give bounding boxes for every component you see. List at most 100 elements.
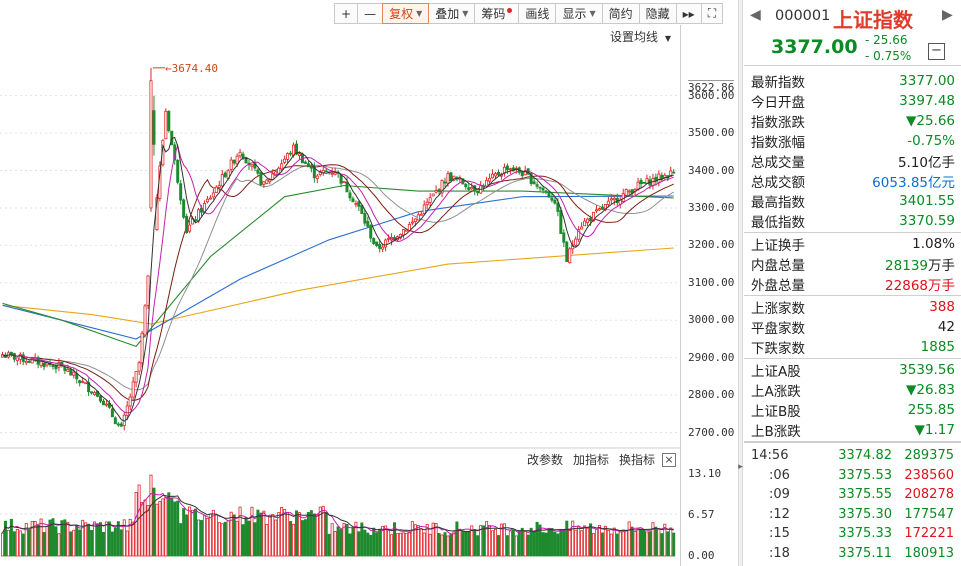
quote-row: 上A涨跌 ▼26.83 — [744, 380, 961, 400]
candle-body — [63, 366, 67, 371]
quote-label: 上A涨跌 — [751, 384, 801, 400]
candle-body — [464, 183, 468, 188]
quote-row: 总成交额 6053.85亿元 — [744, 171, 961, 191]
volume-bar — [149, 474, 153, 557]
candle-body — [592, 211, 596, 222]
volume-bar — [547, 528, 551, 557]
modify-params-button[interactable]: 改参数 — [527, 453, 564, 467]
quote-label: 指数涨跌 — [751, 115, 805, 131]
toolbar-button-8[interactable]: 隐藏 — [638, 3, 677, 24]
volume-bar — [54, 526, 58, 557]
price-tick-label: 3300.00 — [688, 200, 735, 214]
candle-body — [24, 361, 28, 364]
ma-setting-dropdown[interactable]: 设置均线 ▼ — [610, 28, 671, 45]
close-indicator-icon[interactable]: × — [662, 453, 676, 467]
candle-body — [556, 202, 560, 212]
candle-body — [15, 357, 19, 361]
toolbar-button-10[interactable]: ⛶ — [700, 3, 724, 24]
chart-toolbar: + — 复权 ▼ 叠加 ▼ 筹码 画线 显示 ▼ 简约 隐藏 ▸▸ ⛶ — [334, 3, 724, 24]
volume-bar — [220, 523, 224, 557]
volume-bar — [167, 492, 171, 557]
candle-body — [143, 305, 147, 336]
tick-price: 3374.82 — [838, 448, 892, 464]
toolbar-button-3[interactable]: 叠加 ▼ — [428, 3, 476, 24]
volume-bar — [176, 500, 180, 557]
quote-row: 平盘家数 42 — [744, 317, 961, 337]
volume-bar — [256, 509, 260, 557]
volume-bar — [226, 520, 230, 557]
candle-body — [496, 171, 500, 176]
volume-bar — [556, 533, 560, 557]
candle-body — [265, 179, 269, 185]
collapse-button[interactable]: − — [928, 43, 945, 60]
volume-bar — [348, 533, 352, 557]
volume-bar — [283, 509, 287, 557]
volume-bar — [618, 531, 622, 557]
quote-number: 255.85 — [907, 402, 955, 418]
switch-indicator-button[interactable]: 换指标 — [619, 453, 656, 467]
candle-body — [476, 190, 480, 194]
volume-bar — [66, 521, 70, 557]
volume-bar — [523, 530, 527, 557]
quote-number: 3401.55 — [899, 193, 955, 209]
volume-bar — [336, 526, 340, 557]
candle-body — [72, 371, 76, 376]
candle-body — [297, 153, 301, 156]
volume-bar — [101, 531, 105, 557]
volume-bar — [303, 519, 307, 557]
candle-body — [547, 191, 551, 198]
toolbar-button-6[interactable]: 显示 ▼ — [555, 3, 603, 24]
price-tick-label: 3100.00 — [688, 275, 735, 289]
candle-body — [54, 366, 58, 370]
next-stock-icon[interactable]: ▶ — [942, 7, 953, 23]
volume-bar — [155, 503, 159, 557]
quote-value: 1885 — [921, 339, 955, 355]
candle-body — [125, 405, 129, 416]
volume-bar — [452, 531, 456, 557]
kline-chart[interactable]: ←3674.40 — [0, 0, 680, 566]
quote-label: 上涨家数 — [751, 301, 805, 317]
volume-bar — [75, 525, 79, 557]
volume-bar — [140, 502, 144, 557]
candle-body — [87, 382, 91, 393]
quote-label: 上证换手 — [751, 238, 805, 254]
candle-body — [562, 232, 566, 243]
candle-body — [110, 408, 114, 418]
candle-body — [51, 365, 55, 367]
candle-body — [594, 209, 598, 212]
candle-body — [208, 197, 212, 200]
toolbar-button-2[interactable]: 复权 ▼ — [382, 3, 430, 24]
volume-bar — [57, 533, 61, 557]
candle-body — [621, 193, 625, 202]
candle-body — [565, 241, 569, 262]
volume-bar — [393, 522, 397, 557]
candle-body — [176, 159, 180, 183]
tick-price: 3375.30 — [838, 506, 892, 522]
volume-bar — [609, 533, 613, 557]
toolbar-button-5[interactable]: 画线 — [518, 3, 557, 24]
volume-bar — [381, 525, 385, 557]
volume-bar — [60, 520, 64, 557]
candle-body — [256, 169, 260, 174]
collapse-arrow-icon[interactable]: ▸ — [738, 462, 743, 472]
candle-body — [238, 151, 242, 157]
toolbar-button-9[interactable]: ▸▸ — [675, 3, 702, 24]
candle-body — [286, 153, 290, 160]
volume-bar — [422, 532, 426, 557]
panel-splitter[interactable] — [738, 0, 743, 566]
volume-bar — [104, 521, 108, 557]
add-indicator-button[interactable]: 加指标 — [573, 453, 610, 467]
prev-stock-icon[interactable]: ◀ — [750, 7, 761, 23]
candle-body — [428, 197, 432, 203]
volume-bar — [419, 528, 423, 557]
volume-bar — [494, 528, 498, 557]
candle-body — [381, 246, 385, 250]
volume-bar — [624, 530, 628, 557]
volume-bar — [30, 521, 34, 557]
quote-value: 1.08% — [912, 236, 955, 252]
volume-bar — [592, 533, 596, 557]
volume-bar — [87, 523, 91, 557]
candle-body — [494, 173, 498, 177]
toolbar-label: 隐藏 — [645, 7, 670, 21]
volume-bar — [173, 501, 177, 557]
